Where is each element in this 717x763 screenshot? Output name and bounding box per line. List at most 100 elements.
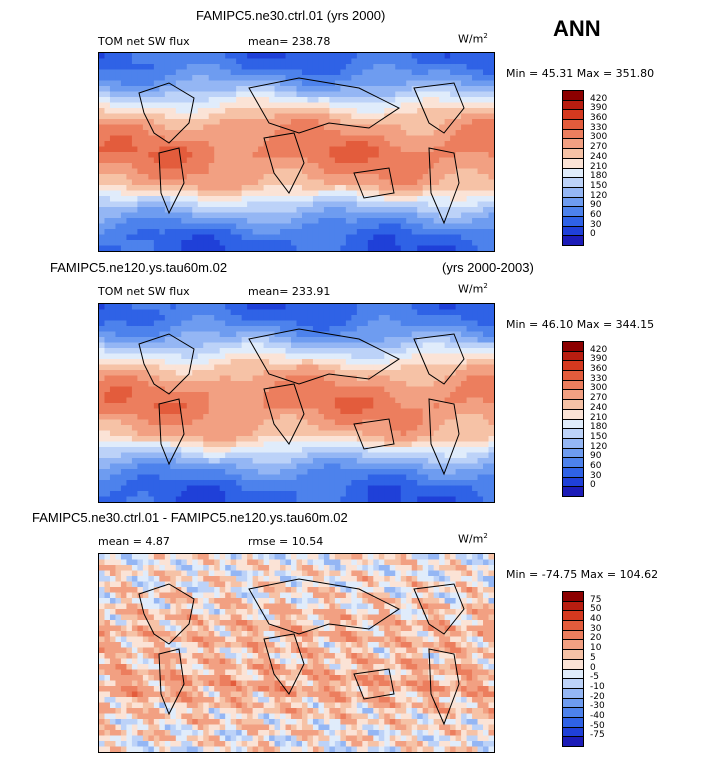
heatmap-cell [170,304,177,311]
heatmap-cell [477,124,484,131]
heatmap-cell [181,452,188,459]
heatmap-cell [417,229,424,236]
heatmap-cell [488,315,494,322]
heatmap-cell [285,245,292,251]
heatmap-cell [208,163,215,170]
heatmap-cell [296,53,303,60]
heatmap-cell [395,304,402,311]
heatmap-cell [323,480,331,487]
heatmap-cell [450,474,457,481]
heatmap-cell [197,119,204,126]
heatmap-cell [323,353,331,360]
heatmap-cell [389,381,396,388]
heatmap-cell [142,447,149,454]
heatmap-cell [219,212,226,219]
heatmap-cell [99,234,106,241]
heatmap-cell [137,441,144,448]
heatmap-cell [148,64,155,71]
heatmap-cell [247,480,254,487]
heatmap-cell [131,201,139,208]
heatmap-cell [417,408,424,415]
heatmap-cell [181,458,188,465]
coastline [428,147,460,225]
heatmap-cell [291,229,298,236]
heatmap-cell [389,113,396,120]
heatmap-cell [301,392,309,399]
heatmap-cell [285,157,292,164]
heatmap-cell [488,69,494,76]
heatmap-cell [422,146,429,153]
heatmap-cell [241,469,248,476]
heatmap-cell [428,386,435,393]
heatmap-cell [208,64,215,71]
heatmap-cell [175,124,182,131]
heatmap-cell [153,309,160,316]
heatmap-cell [323,397,331,404]
heatmap-cell [241,326,248,333]
heatmap-cell [444,309,451,316]
heatmap-cell [318,212,325,219]
heatmap-cell [323,474,331,481]
heatmap-cell [137,119,144,126]
heatmap-cell [186,157,193,164]
heatmap-cell [269,447,276,454]
heatmap-cell [164,414,171,421]
heatmap-cell [461,364,468,371]
heatmap-cell [351,86,358,93]
heatmap-cell [203,146,210,153]
heatmap-cell [269,69,276,76]
heatmap-cell [285,119,292,126]
heatmap-cell [99,463,106,470]
heatmap-cell [461,223,468,230]
heatmap-cell [296,370,303,377]
heatmap-cell [208,392,215,399]
heatmap-cell [417,397,424,404]
heatmap-cell [104,485,111,492]
heatmap-cell [104,64,111,71]
heatmap-cell [400,342,407,349]
heatmap-cell [439,64,446,71]
heatmap-cell [285,309,292,316]
heatmap-cell [137,480,144,487]
heatmap-cell [466,408,473,415]
heatmap-cell [406,342,413,349]
heatmap-cell [466,53,473,60]
heatmap-cell [230,174,237,181]
heatmap-cell [258,75,265,82]
heatmap-cell [450,375,457,382]
heatmap-cell [164,419,171,426]
heatmap-cell [417,196,424,203]
heatmap-cell [340,309,347,316]
heatmap-cell [142,229,149,236]
heatmap-cell [225,146,232,153]
heatmap-cell [356,348,363,355]
heatmap-cell [318,364,325,371]
heatmap-cell [197,141,204,148]
heatmap-cell [296,212,303,219]
heatmap-cell [252,353,259,360]
heatmap-cell [417,375,424,382]
heatmap-cell [247,108,254,115]
heatmap-cell [389,97,396,104]
heatmap-cell [175,364,182,371]
heatmap-cell [367,320,374,327]
heatmap-cell [280,430,287,437]
heatmap-cell [439,436,446,443]
heatmap-cell [477,463,484,470]
heatmap-cell [99,359,106,366]
heatmap-cell [236,179,243,186]
heatmap-cell [301,190,309,197]
heatmap-cell [428,86,435,93]
heatmap-cell [444,430,451,437]
heatmap-cell [258,348,265,355]
heatmap-cell [406,64,413,71]
heatmap-cell [433,304,440,311]
heatmap-cell [307,174,314,181]
heatmap-cell [488,190,494,197]
heatmap-cell [433,108,440,115]
heatmap-cell [329,370,336,377]
heatmap-cell [477,359,484,366]
heatmap-cell [186,452,193,459]
heatmap-cell [296,91,303,98]
heatmap-cell [378,119,385,126]
